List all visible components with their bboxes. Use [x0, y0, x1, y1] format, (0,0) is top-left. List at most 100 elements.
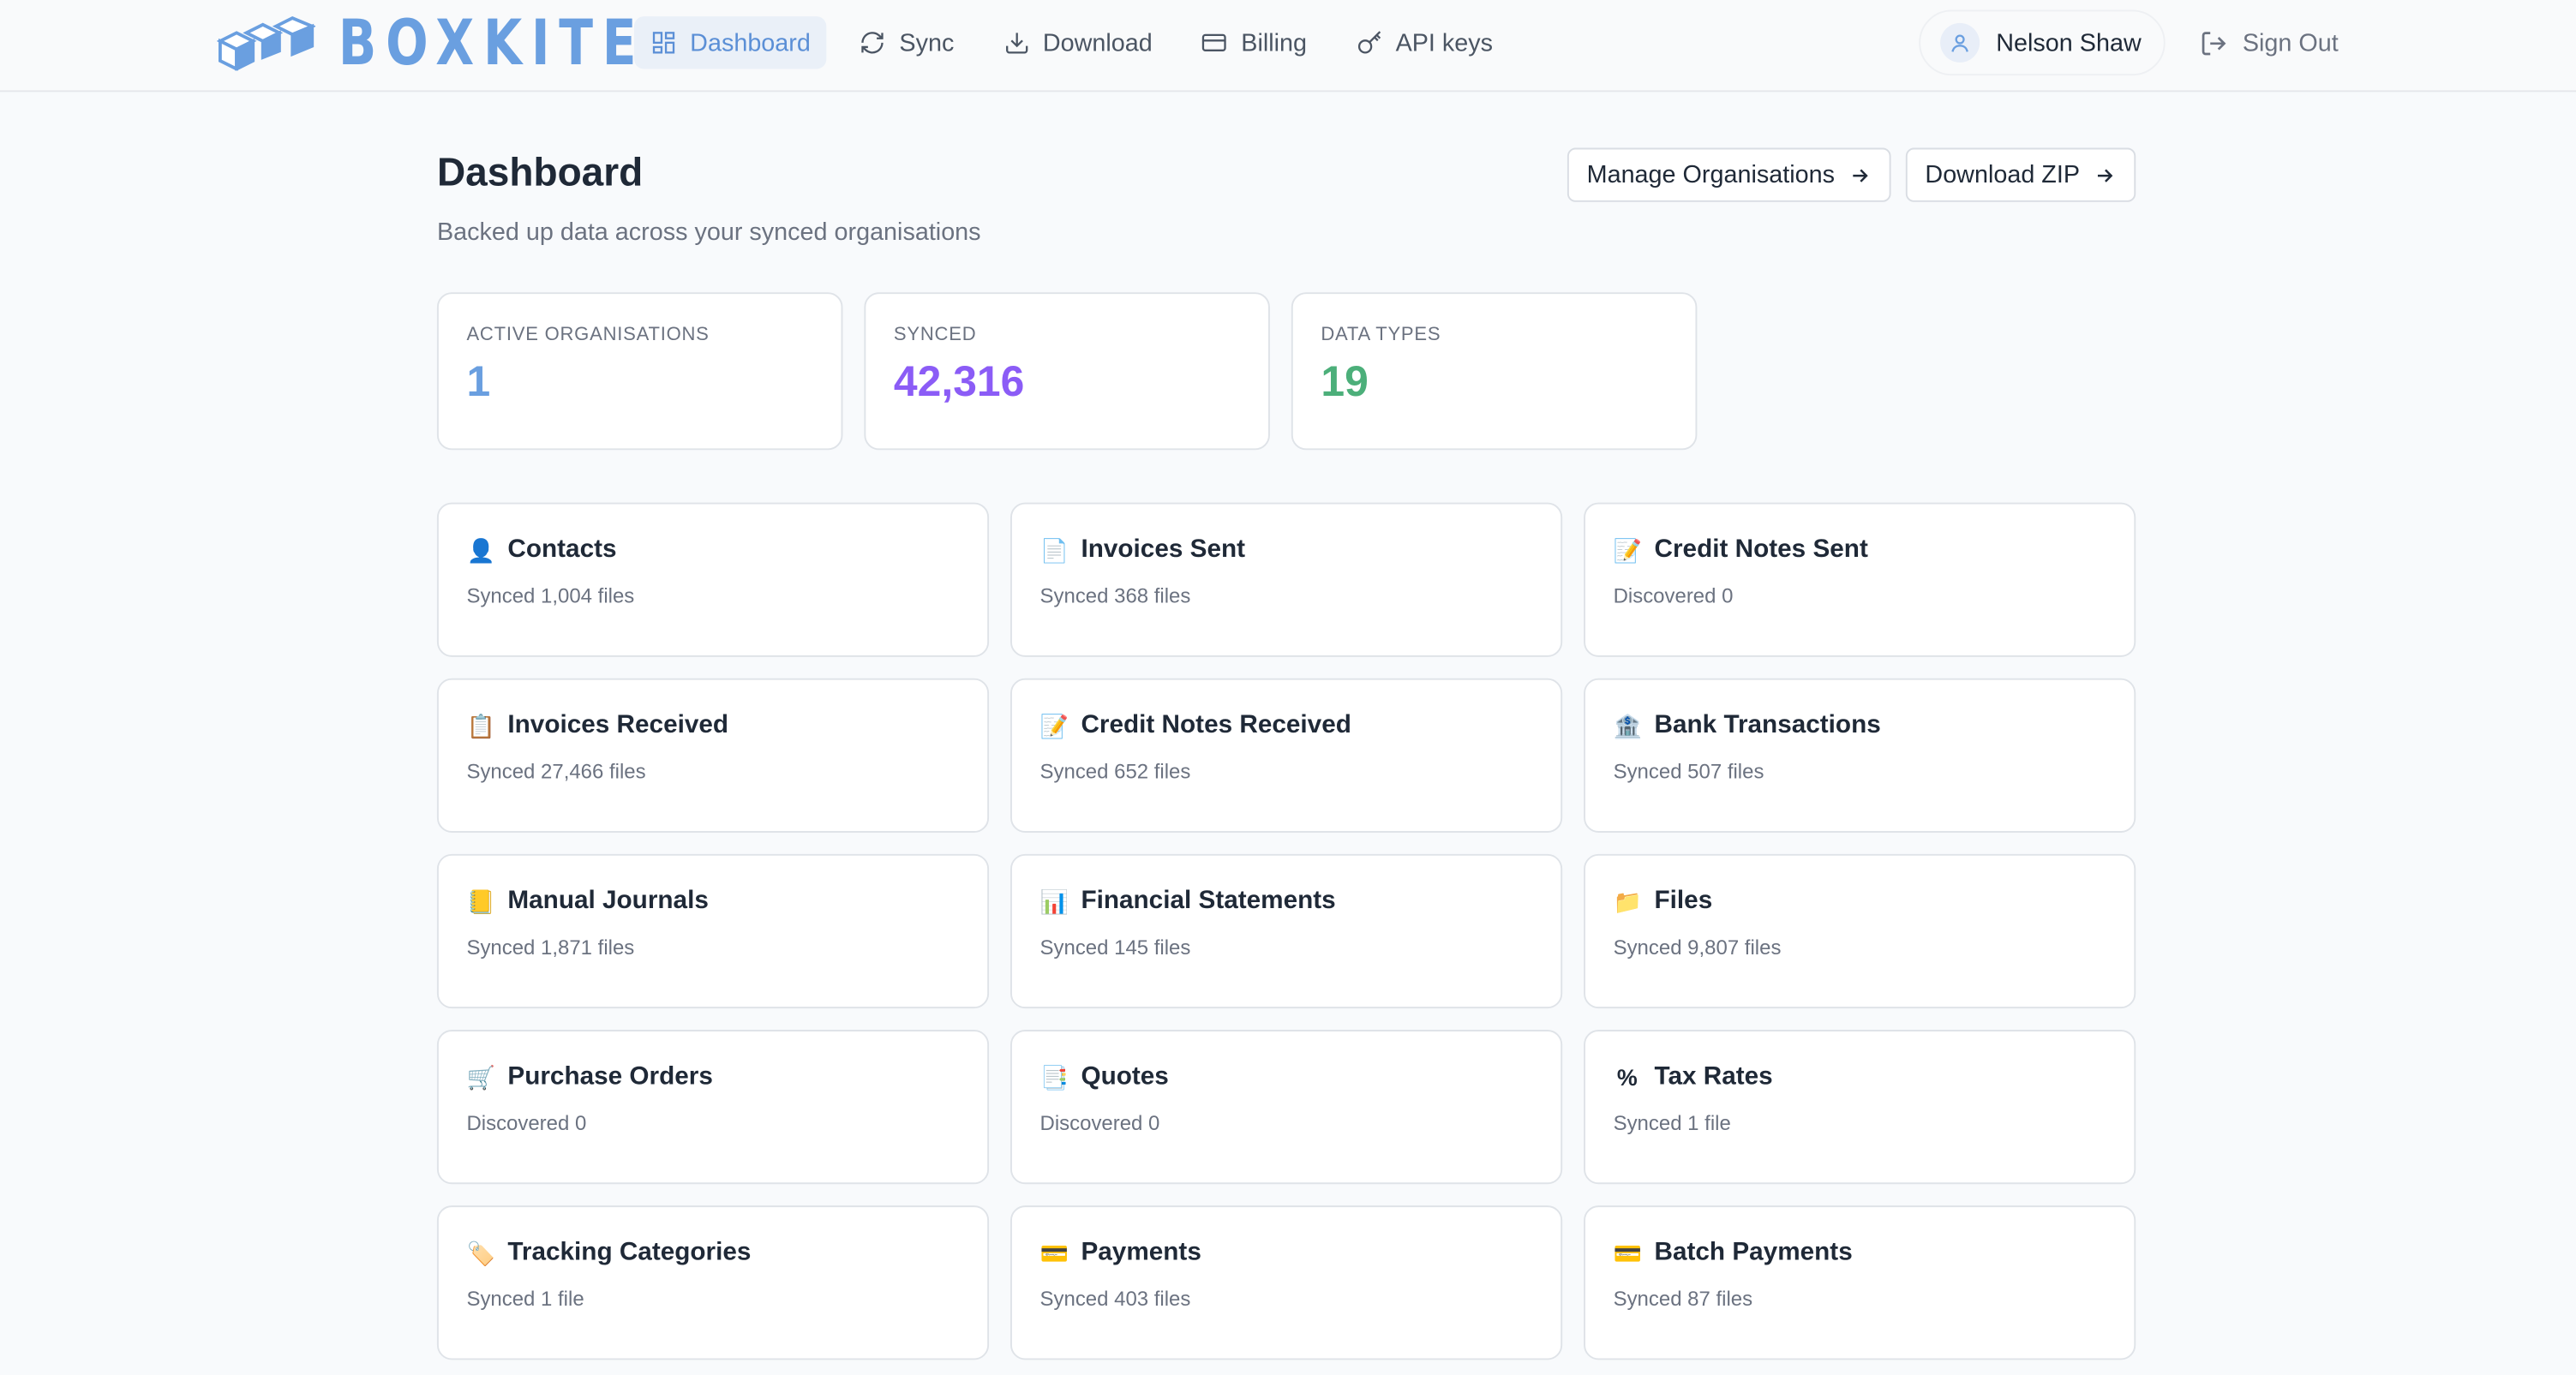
logo[interactable]: BOXKITE [217, 7, 722, 79]
nav-label: Billing [1241, 28, 1308, 57]
stat-value: 19 [1321, 356, 1369, 406]
logo-text: BOXKITE [338, 6, 646, 80]
action-button[interactable]: Manage Organisations [1567, 147, 1891, 202]
card-title: Invoices Received [507, 711, 729, 739]
card-title: Tax Rates [1654, 1062, 1773, 1091]
card-icon: 💳 [1039, 1239, 1069, 1266]
stat-label: SYNCED [893, 325, 977, 345]
card-header: 📑 Quotes [1040, 1062, 1533, 1092]
nav-label: API keys [1395, 28, 1494, 57]
stats: ACTIVE ORGANISATIONS 1 SYNCED 42,316 DATA TY… [436, 292, 1698, 451]
card-header: 👤 Contacts [466, 535, 959, 565]
card-header: 🏦 Bank Transactions [1614, 711, 2106, 741]
data-type-card[interactable]: 📊 Financial Statements Synced 145 files [1010, 853, 1563, 1009]
nav-icon [1005, 33, 1027, 54]
nav-icon [1202, 33, 1227, 51]
card-title: Financial Statements [1081, 887, 1336, 915]
data-type-card[interactable]: 👤 Contacts Synced 1,004 files [436, 502, 990, 657]
sign-out[interactable]: Sign Out [2200, 16, 2339, 69]
card-header: 📝 Credit Notes Sent [1614, 535, 2106, 565]
card-icon: 🏷️ [466, 1239, 495, 1266]
card-status: Synced 1 file [1613, 1111, 1731, 1135]
stat-label: DATA TYPES [1321, 325, 1441, 345]
nav-label: Sync [899, 28, 955, 57]
nav-item[interactable]: Billing [1185, 16, 1323, 69]
card-status: Synced 368 files [1039, 584, 1191, 608]
data-type-card[interactable]: 📒 Manual Journals Synced 1,871 files [436, 853, 990, 1009]
user-name: Nelson Shaw [1996, 28, 2142, 57]
card-status: Synced 652 files [1039, 760, 1191, 784]
stat-card: DATA TYPES 19 [1291, 292, 1698, 451]
card-header: 📊 Financial Statements [1040, 887, 1533, 917]
sign-out-label: Sign Out [2242, 28, 2339, 57]
data-type-card[interactable]: 🏷️ Tracking Categories Synced 1 file [436, 1205, 990, 1360]
card-header: 📄 Invoices Sent [1040, 535, 1533, 565]
action-button[interactable]: Download ZIP [1905, 147, 2136, 202]
nav-label: Download [1042, 28, 1153, 57]
card-icon: % [1616, 1064, 1638, 1091]
data-type-card[interactable]: 🏦 Bank Transactions Synced 507 files [1584, 678, 2136, 833]
card-status: Synced 87 files [1613, 1288, 1753, 1311]
data-type-card[interactable]: 📝 Credit Notes Received Synced 652 files [1010, 678, 1563, 833]
card-icon: 📁 [1613, 888, 1643, 914]
card-status: Discovered 0 [466, 1111, 587, 1135]
card-header: 💳 Batch Payments [1614, 1238, 2106, 1268]
card-title: Tracking Categories [507, 1238, 752, 1267]
button-label: Download ZIP [1925, 160, 2081, 189]
card-title: Batch Payments [1654, 1238, 1853, 1267]
nav-item[interactable]: Download [987, 16, 1169, 69]
card-header: 📋 Invoices Received [466, 711, 959, 741]
card-title: Quotes [1081, 1062, 1169, 1091]
page-subtitle: Backed up data across your synced organi… [436, 218, 981, 247]
card-status: Synced 27,466 files [466, 760, 646, 784]
card-icon: 📝 [1613, 535, 1643, 563]
card-header: 🛒 Purchase Orders [466, 1062, 959, 1092]
avatar [1940, 22, 1980, 63]
card-title: Credit Notes Received [1081, 711, 1351, 739]
stat-label: ACTIVE ORGANISATIONS [466, 325, 710, 345]
card-status: Synced 403 files [1039, 1288, 1191, 1311]
card-header: 💳 Payments [1040, 1238, 1533, 1268]
card-status: Synced 1,004 files [466, 584, 635, 608]
stat-card: ACTIVE ORGANISATIONS 1 [436, 292, 843, 451]
stat-value: 1 [466, 356, 491, 406]
arrow-icon [2097, 168, 2113, 182]
data-type-card[interactable]: 💳 Batch Payments Synced 87 files [1584, 1205, 2136, 1360]
data-type-card[interactable]: 📁 Files Synced 9,807 files [1584, 853, 2136, 1009]
card-icon: 👤 [466, 535, 495, 563]
card-header: 📁 Files [1614, 887, 2106, 917]
card-status: Synced 1,871 files [466, 936, 635, 960]
data-type-card[interactable]: 📑 Quotes Discovered 0 [1010, 1030, 1563, 1185]
data-type-card[interactable]: % Tax Rates Synced 1 file [1584, 1030, 2136, 1185]
card-status: Synced 507 files [1613, 760, 1764, 784]
nav-icon [862, 32, 884, 54]
data-type-card[interactable]: 📄 Invoices Sent Synced 368 files [1010, 502, 1563, 657]
card-icon: 📑 [1039, 1063, 1069, 1090]
nav-icon [652, 32, 675, 54]
nav-icon [1357, 31, 1381, 54]
card-header: 🏷️ Tracking Categories [466, 1238, 959, 1268]
stat-card: SYNCED 42,316 [864, 292, 1270, 451]
data-type-card[interactable]: 🛒 Purchase Orders Discovered 0 [436, 1030, 990, 1185]
page-title: Dashboard [436, 151, 644, 196]
card-icon: 📊 [1039, 888, 1069, 914]
card-icon: 💳 [1613, 1239, 1643, 1266]
arrow-icon [1852, 168, 1868, 182]
button-label: Manage Organisations [1586, 160, 1835, 189]
nav-item[interactable]: Sync [843, 16, 970, 69]
card-title: Credit Notes Sent [1654, 535, 1868, 564]
card-title: Bank Transactions [1654, 711, 1881, 739]
data-type-card[interactable]: 💳 Payments Synced 403 files [1010, 1205, 1563, 1360]
data-type-card[interactable]: 📋 Invoices Received Synced 27,466 files [436, 678, 990, 833]
user-menu[interactable]: Nelson Shaw [1919, 9, 2166, 76]
card-icon: 📋 [466, 712, 495, 738]
stat-value: 42,316 [893, 356, 1025, 406]
data-type-card[interactable]: 📝 Credit Notes Sent Discovered 0 [1584, 502, 2136, 657]
nav-item[interactable]: API keys [1339, 16, 1509, 69]
card-icon: 🛒 [466, 1063, 495, 1090]
nav-item[interactable]: Dashboard [634, 16, 828, 69]
card-title: Purchase Orders [507, 1062, 713, 1091]
